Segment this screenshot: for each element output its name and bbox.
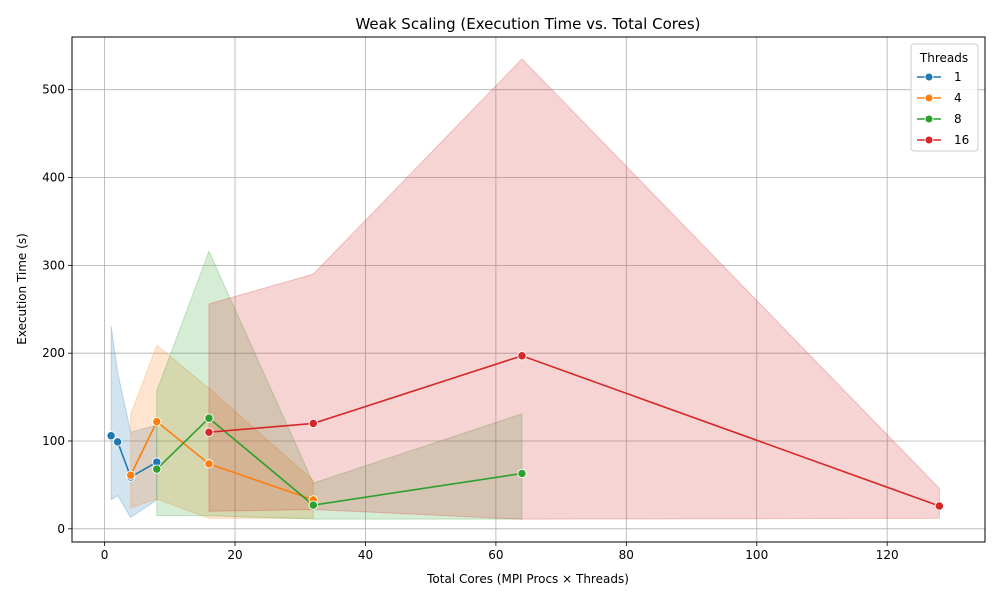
data-point-4 [152, 417, 162, 427]
data-point-16 [517, 351, 527, 361]
x-axis-label: Total Cores (MPI Procs × Threads) [426, 572, 629, 586]
data-point-8 [517, 468, 527, 479]
x-tick-label: 0 [101, 548, 109, 562]
legend-marker-8 [924, 114, 934, 124]
legend-title: Threads [919, 51, 968, 65]
x-tick-label: 40 [358, 548, 373, 562]
legend-marker-1 [924, 72, 934, 82]
x-tick-label: 120 [876, 548, 899, 562]
data-point-8 [204, 413, 214, 423]
grid [72, 37, 985, 542]
legend: Threads 1 4 8 16 [910, 43, 979, 152]
series-line-8 [156, 417, 523, 506]
y-tick-label: 100 [42, 434, 65, 448]
confidence-bands [110, 58, 940, 520]
legend-marker-16 [924, 135, 934, 145]
x-tick-label: 100 [745, 548, 768, 562]
chart-title: Weak Scaling (Execution Time vs. Total C… [355, 15, 700, 33]
data-point-1 [106, 431, 116, 441]
legend-box [910, 43, 979, 152]
y-tick-label: 500 [42, 83, 65, 97]
series-points [106, 351, 944, 511]
legend-marker-4 [924, 93, 934, 103]
data-point-1 [113, 437, 123, 447]
series-lines [110, 354, 940, 507]
confidence-band-1 [110, 325, 158, 519]
y-tick-label: 200 [42, 346, 65, 360]
data-point-4 [126, 470, 136, 480]
confidence-band-8 [156, 249, 523, 520]
legend-items: 1 4 8 16 [917, 70, 969, 147]
axis-ticks: 0 20 40 60 80 100 120 0 100 200 300 400 500 [42, 83, 899, 562]
data-point-8 [308, 500, 318, 510]
legend-label-16: 16 [954, 133, 969, 147]
x-tick-label: 20 [227, 548, 242, 562]
legend-label-8: 8 [954, 112, 962, 126]
x-tick-label: 80 [619, 548, 634, 562]
x-tick-label: 60 [488, 548, 503, 562]
data-point-16 [934, 501, 944, 511]
legend-label-4: 4 [954, 91, 962, 105]
data-point-4 [204, 459, 214, 469]
y-tick-label: 400 [42, 171, 65, 185]
legend-label-1: 1 [954, 70, 962, 84]
plot-frame [71, 36, 986, 543]
y-tick-label: 0 [57, 522, 65, 536]
y-tick-label: 300 [42, 258, 65, 272]
y-axis-label: Execution Time (s) [15, 233, 29, 345]
series-line-16 [208, 354, 940, 507]
data-point-8 [152, 464, 162, 474]
data-point-16 [204, 427, 214, 437]
confidence-band-16 [208, 58, 940, 520]
data-point-16 [308, 418, 318, 429]
